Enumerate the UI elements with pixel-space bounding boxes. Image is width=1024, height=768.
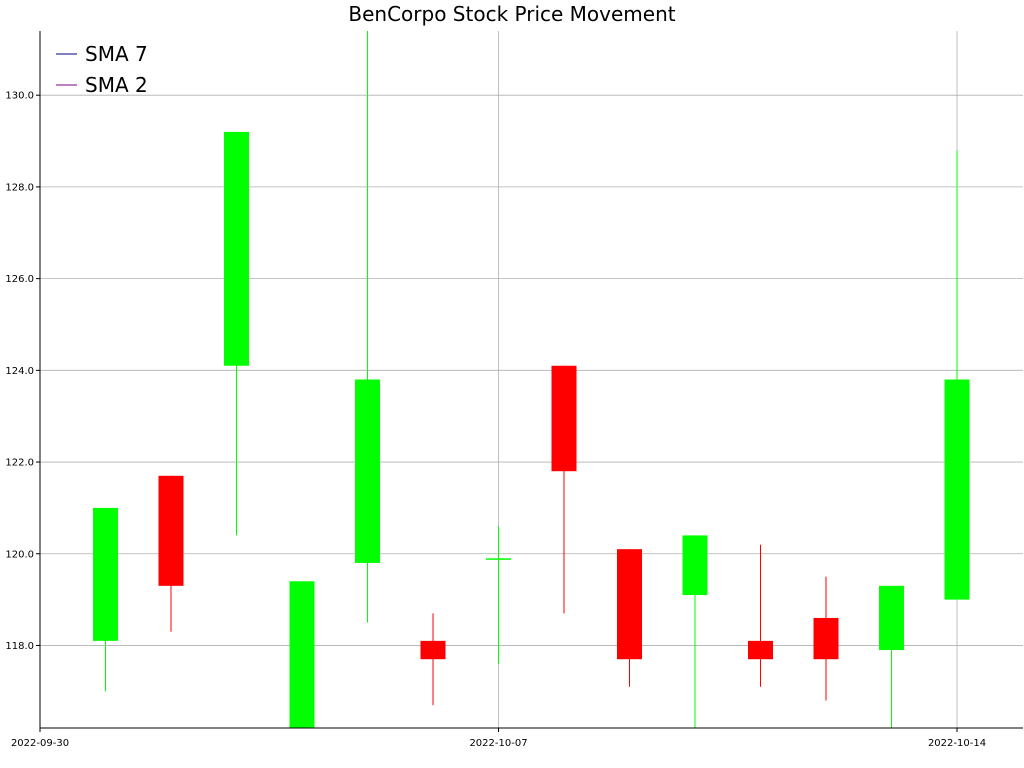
- candle-layer: [93, 31, 970, 728]
- axis-layer: 118.0 120.0 122.0 124.0 126.0 128.0 130.0 2022-…: [5, 31, 1023, 749]
- candle-body: [879, 585, 904, 651]
- candle: [551, 365, 577, 614]
- legend-label: SMA 2: [85, 73, 148, 97]
- x-tick-label: 2022-10-14: [928, 738, 986, 749]
- y-tick-label: 126.0: [5, 274, 34, 285]
- y-tick-label: 130.0: [5, 91, 34, 102]
- candle-body: [158, 475, 184, 586]
- candle: [289, 581, 315, 728]
- chart-title: BenCorpo Stock Price Movement: [348, 2, 675, 26]
- x-tick-label: 2022-10-07: [469, 738, 527, 749]
- candle: [355, 31, 380, 623]
- candle-body: [551, 365, 577, 472]
- candle-body: [486, 558, 511, 560]
- y-tick-label: 120.0: [5, 549, 34, 560]
- candle-body: [682, 535, 708, 596]
- candle: [486, 526, 511, 664]
- y-tick-label: 128.0: [5, 182, 34, 193]
- candle: [617, 549, 642, 687]
- y-tick-label: 124.0: [5, 366, 34, 377]
- candle: [420, 613, 446, 706]
- candle-body: [93, 507, 118, 641]
- candle: [93, 507, 118, 692]
- candle: [879, 585, 904, 728]
- legend: SMA 7 SMA 2: [56, 42, 148, 97]
- candle-body: [944, 379, 970, 600]
- candle: [158, 475, 184, 632]
- candle-body: [617, 549, 642, 660]
- y-tick-label: 122.0: [5, 458, 34, 469]
- legend-label: SMA 7: [85, 42, 148, 66]
- candle-body: [748, 640, 773, 660]
- candle: [682, 535, 708, 728]
- candle-body: [355, 379, 380, 563]
- candle: [748, 544, 773, 687]
- x-tick-label: 2022-09-30: [11, 738, 69, 749]
- candle-body: [224, 131, 249, 366]
- y-tick-label: 118.0: [5, 641, 34, 652]
- candle: [224, 131, 249, 536]
- candle-body: [289, 581, 315, 728]
- candle: [944, 150, 970, 600]
- candle: [813, 576, 839, 701]
- candle-body: [813, 617, 839, 660]
- candle-body: [420, 640, 446, 660]
